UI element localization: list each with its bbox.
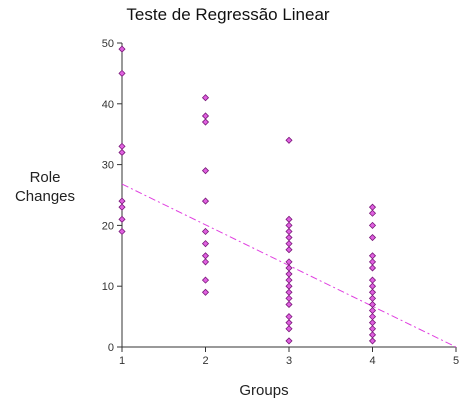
data-point xyxy=(285,227,293,236)
data-point xyxy=(285,240,293,248)
data-point xyxy=(285,270,293,278)
y-tick-label: 30 xyxy=(102,160,114,172)
data-point xyxy=(368,337,377,345)
data-point xyxy=(285,215,293,223)
data-point xyxy=(285,288,293,296)
data-point xyxy=(285,325,293,333)
y-tick-label: 20 xyxy=(102,220,114,232)
data-point xyxy=(368,276,377,284)
data-point xyxy=(201,112,210,120)
y-axis-label-line-2: Changes xyxy=(15,188,75,205)
data-point xyxy=(118,69,126,77)
data-point xyxy=(368,319,377,327)
data-point xyxy=(368,258,377,266)
y-tick-label: 10 xyxy=(102,281,114,293)
data-point xyxy=(368,221,377,229)
chart-title: Teste de Regressão Linear xyxy=(126,5,330,24)
data-point xyxy=(285,246,293,254)
x-tick-label: 4 xyxy=(369,355,375,367)
data-point xyxy=(368,325,377,333)
data-point xyxy=(368,313,377,321)
data-point xyxy=(285,264,293,272)
data-point xyxy=(285,294,293,302)
x-tick-label: 5 xyxy=(453,355,459,367)
data-point xyxy=(285,313,293,321)
plot-area: 0 10 20 30 40 50 1 2 3 4 5 xyxy=(102,38,459,367)
data-point xyxy=(368,282,377,290)
data-point xyxy=(201,118,210,126)
data-point xyxy=(201,258,210,266)
data-point xyxy=(285,282,293,290)
data-point xyxy=(368,288,377,296)
y-tick-label: 40 xyxy=(102,99,114,111)
data-point xyxy=(201,94,210,102)
data-point xyxy=(285,136,293,144)
data-point xyxy=(201,167,210,175)
data-point xyxy=(118,203,126,211)
data-point xyxy=(285,221,293,229)
data-point xyxy=(368,203,377,211)
data-point xyxy=(118,197,126,205)
data-point xyxy=(201,227,210,236)
data-point xyxy=(368,306,377,315)
x-tick-label: 1 xyxy=(119,355,125,367)
x-axis-label: Groups xyxy=(239,382,288,399)
data-point xyxy=(201,276,210,284)
y-tick-label: 50 xyxy=(102,38,114,50)
data-point xyxy=(368,233,377,242)
y-tick-label: 0 xyxy=(108,342,114,354)
y-axis-label-line-1: Role xyxy=(30,169,61,186)
data-point xyxy=(368,331,377,339)
data-point xyxy=(368,264,377,272)
data-point xyxy=(201,240,210,248)
data-point xyxy=(368,209,377,217)
data-point xyxy=(201,252,210,260)
data-point xyxy=(368,294,377,302)
data-point xyxy=(368,300,377,309)
data-point xyxy=(285,233,293,242)
data-point xyxy=(201,197,210,205)
x-tick-label: 2 xyxy=(202,355,208,367)
data-point xyxy=(118,142,126,150)
data-point xyxy=(118,215,126,223)
data-point xyxy=(285,319,293,327)
data-point xyxy=(118,148,126,157)
x-tick-label: 3 xyxy=(286,355,292,367)
data-point xyxy=(285,300,293,309)
data-point xyxy=(285,276,293,284)
data-point xyxy=(285,337,293,345)
data-point xyxy=(368,252,377,260)
data-point xyxy=(201,288,210,296)
data-point xyxy=(118,227,126,236)
data-point xyxy=(118,45,126,53)
